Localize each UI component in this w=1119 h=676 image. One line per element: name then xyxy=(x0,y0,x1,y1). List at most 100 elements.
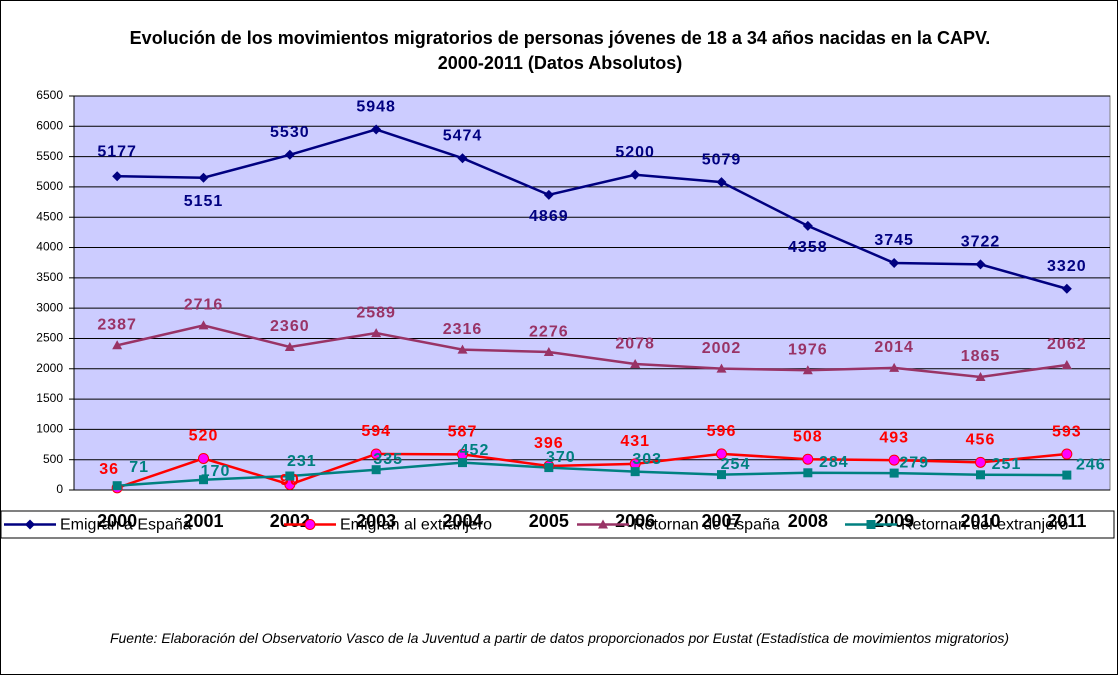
x-tick-label: 2011 xyxy=(1047,511,1086,531)
data-point xyxy=(975,456,986,468)
y-tick-label: 4500 xyxy=(36,209,63,223)
legend-label: Emigran a España xyxy=(60,517,192,534)
y-tick-label: 1500 xyxy=(36,391,63,405)
data-point xyxy=(802,453,814,465)
data-point xyxy=(198,452,209,464)
chart-title: Evolución de los movimientos migratorios… xyxy=(129,28,991,73)
data-label: 596 xyxy=(707,423,737,440)
data-label: 456 xyxy=(966,432,996,449)
data-point xyxy=(716,448,727,460)
x-tick-label: 2001 xyxy=(183,511,223,531)
data-label: 279 xyxy=(899,454,929,471)
data-label: 2316 xyxy=(443,321,483,338)
data-point xyxy=(457,344,468,354)
data-label: 231 xyxy=(287,453,317,470)
data-label: 493 xyxy=(879,429,909,446)
data-label: 170 xyxy=(201,463,231,480)
data-point xyxy=(285,471,295,481)
x-tick-label: 2002 xyxy=(270,511,310,531)
data-label: 3722 xyxy=(961,234,1001,251)
data-point xyxy=(457,153,468,164)
data-label: 5474 xyxy=(443,127,483,144)
x-tick-label: 2003 xyxy=(356,511,396,531)
data-label: 36 xyxy=(99,461,119,478)
data-label: 452 xyxy=(460,442,490,459)
data-label: 594 xyxy=(361,423,391,440)
x-tick-label: 2000 xyxy=(97,511,137,531)
data-point xyxy=(630,169,641,180)
data-point xyxy=(458,458,467,468)
data-label: 2387 xyxy=(97,317,137,334)
data-label: 396 xyxy=(534,435,564,452)
data-label: 5177 xyxy=(97,143,137,160)
data-label: 370 xyxy=(546,449,576,466)
y-tick-label: 2500 xyxy=(36,331,63,345)
data-point xyxy=(975,371,986,381)
data-point xyxy=(1062,470,1072,480)
data-label: 1976 xyxy=(788,341,828,358)
y-tick-label: 4000 xyxy=(36,240,63,254)
data-label: 520 xyxy=(189,428,219,445)
plot-area xyxy=(73,95,1111,491)
data-point xyxy=(717,470,726,480)
data-label: 2002 xyxy=(702,340,742,357)
series-line xyxy=(116,324,1068,379)
data-point xyxy=(716,363,727,373)
data-label: 246 xyxy=(1076,456,1106,473)
x-tick-label: 2010 xyxy=(960,511,1000,531)
data-point xyxy=(889,257,900,268)
source-note: Fuente: Elaboración del Observatorio Vas… xyxy=(109,630,1010,646)
x-tick-label: 2008 xyxy=(788,511,828,531)
data-point xyxy=(889,362,900,372)
data-label: 335 xyxy=(373,451,403,468)
legend-marker xyxy=(304,519,316,530)
data-point xyxy=(198,172,209,183)
data-label: 5948 xyxy=(356,99,396,116)
data-label: 2716 xyxy=(184,297,224,314)
data-label: 431 xyxy=(620,433,650,450)
y-tick-label: 6500 xyxy=(36,88,63,102)
x-tick-label: 2004 xyxy=(442,511,482,531)
y-tick-label: 500 xyxy=(43,452,63,466)
data-label: 2062 xyxy=(1047,336,1087,353)
data-label: 254 xyxy=(721,456,751,473)
data-point xyxy=(284,149,295,160)
series-line xyxy=(117,128,1068,290)
y-tick-label: 1000 xyxy=(36,422,63,436)
data-point xyxy=(802,365,813,375)
legend-marker xyxy=(598,519,608,529)
y-tick-label: 2000 xyxy=(36,361,63,375)
data-point xyxy=(544,463,554,473)
legend-label: Retornan del extranjero xyxy=(901,517,1068,534)
data-label: 3320 xyxy=(1047,258,1087,275)
data-point xyxy=(112,481,122,491)
data-label: 2078 xyxy=(615,335,655,352)
data-label: 5079 xyxy=(702,151,742,168)
data-point xyxy=(371,124,382,135)
data-point xyxy=(976,470,985,480)
y-tick-label: 5500 xyxy=(36,149,63,163)
data-label: 593 xyxy=(1052,423,1082,440)
data-point xyxy=(975,259,986,270)
data-label: 2589 xyxy=(356,304,396,321)
data-label: 5151 xyxy=(184,193,224,210)
data-label: 3745 xyxy=(874,232,914,249)
data-label: 587 xyxy=(448,424,478,441)
data-point xyxy=(803,468,813,478)
data-label: 303 xyxy=(632,451,662,468)
data-point xyxy=(802,220,813,231)
data-point xyxy=(198,320,209,330)
data-point xyxy=(630,467,640,477)
data-label: 1865 xyxy=(961,348,1001,365)
data-label: 2014 xyxy=(874,339,914,356)
x-tick-label: 2005 xyxy=(529,511,569,531)
data-label: 71 xyxy=(129,459,149,476)
y-tick-label: 0 xyxy=(56,482,63,496)
data-label: 284 xyxy=(819,454,849,471)
data-point xyxy=(888,454,900,466)
data-point xyxy=(112,340,123,350)
data-point xyxy=(1061,360,1072,370)
data-point xyxy=(371,328,382,338)
y-tick-label: 5000 xyxy=(36,179,63,193)
